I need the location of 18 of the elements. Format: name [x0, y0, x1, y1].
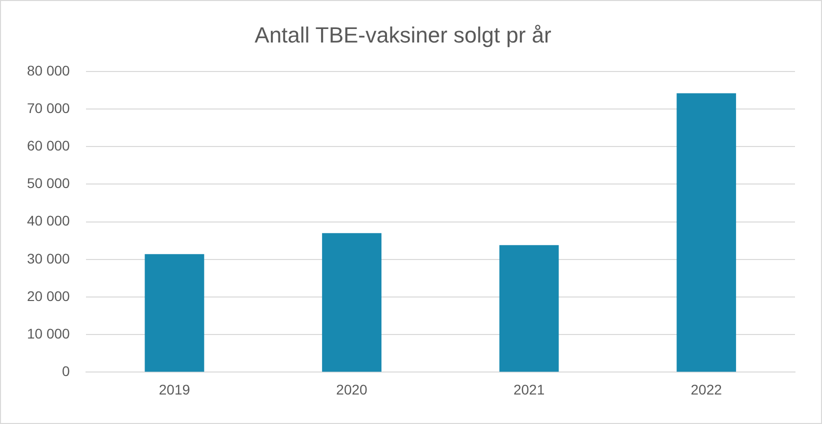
- y-tick-label: 30 000: [26, 250, 70, 266]
- bar: [499, 245, 559, 372]
- y-tick-label: 60 000: [26, 137, 70, 154]
- y-tick-label: 10 000: [26, 325, 70, 342]
- x-tick-label: 2019: [158, 381, 190, 398]
- chart-title: Antall TBE-vaksiner solgt pr år: [254, 22, 552, 48]
- x-tick-label: 2022: [690, 381, 722, 398]
- y-tick-label: 40 000: [26, 212, 70, 229]
- x-tick-label: 2021: [513, 381, 545, 398]
- x-tick-label: 2020: [336, 381, 368, 398]
- y-tick-label: 50 000: [26, 175, 70, 192]
- y-tick-label: 0: [62, 363, 70, 380]
- bar: [676, 93, 736, 372]
- y-tick-label: 20 000: [26, 288, 70, 304]
- bar: [322, 233, 382, 372]
- y-tick-label: 80 000: [26, 62, 70, 78]
- y-tick-label: 70 000: [26, 100, 70, 116]
- bar: [144, 254, 204, 372]
